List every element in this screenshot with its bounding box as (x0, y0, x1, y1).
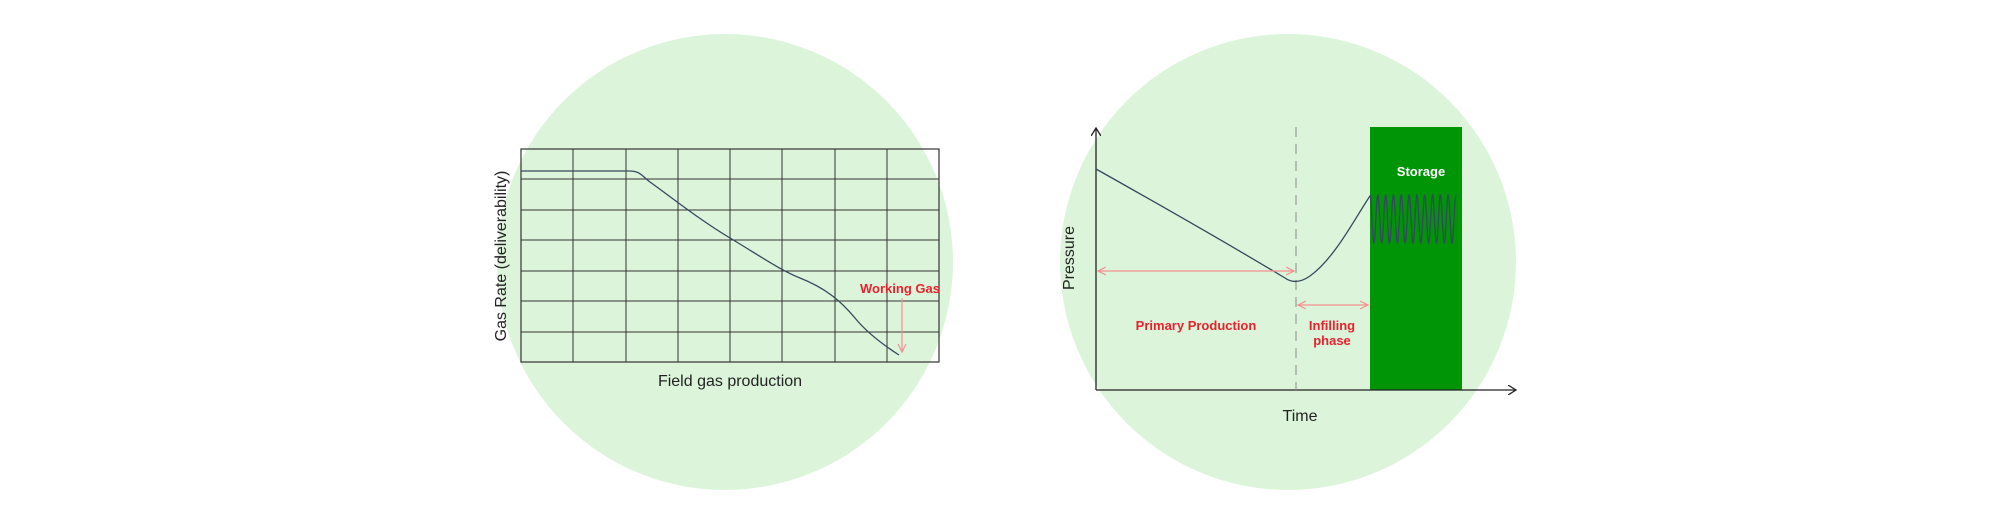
left-grid-horizontal (521, 178, 939, 333)
storage-label: Storage (1397, 164, 1445, 179)
working-gas-label: Working Gas (860, 281, 940, 296)
right-y-axis-label: Pressure (1061, 226, 1078, 290)
deliverability-curve (521, 170, 900, 356)
primary-production-label: Primary Production (1136, 318, 1257, 333)
right-x-axis-label: Time (1283, 408, 1318, 425)
left-grid-vertical (572, 149, 888, 362)
left-background-circle (497, 34, 953, 490)
infilling-label-line1: Infilling (1309, 318, 1355, 333)
left-y-axis-label: Gas Rate (deliverability) (493, 171, 510, 342)
right-panel: Storage Primary Production Infilling pha… (1060, 34, 1516, 490)
pressure-curve (1095, 168, 1371, 283)
storage-block (1370, 127, 1462, 390)
left-x-axis-label: Field gas production (658, 373, 802, 390)
left-panel: Working Gas Gas Rate (deliverability) Fi… (493, 34, 953, 490)
infilling-label-line2: phase (1313, 333, 1351, 348)
storage-oscillation (1369, 193, 1457, 245)
